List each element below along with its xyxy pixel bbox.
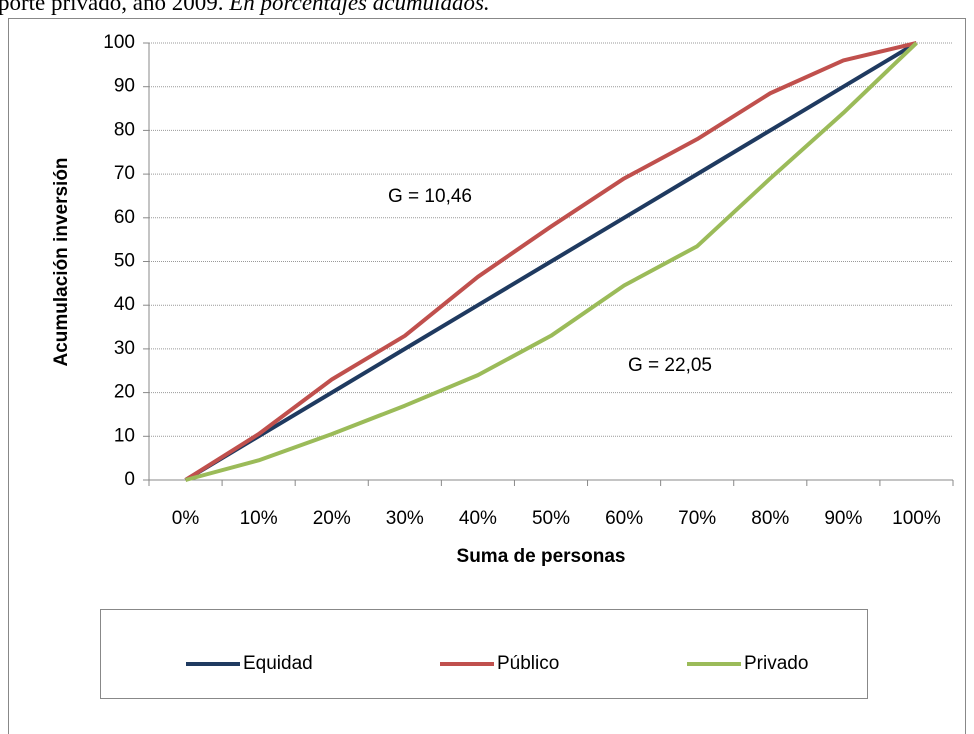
x-tick-label: 40% bbox=[459, 508, 497, 529]
legend-label: Privado bbox=[744, 653, 808, 674]
annotation: G = 22,05 bbox=[628, 355, 712, 376]
legend-label: Equidad bbox=[243, 653, 313, 674]
y-tick-label: 100 bbox=[103, 32, 135, 53]
x-tick-label: 100% bbox=[892, 508, 941, 529]
series-line bbox=[184, 41, 918, 482]
legend-label: Público bbox=[497, 653, 559, 674]
x-tick-label: 10% bbox=[240, 508, 278, 529]
x-tick-label: 70% bbox=[678, 508, 716, 529]
y-tick-label: 70 bbox=[114, 163, 135, 184]
series-line bbox=[184, 41, 917, 482]
x-tick-label: 60% bbox=[605, 508, 643, 529]
x-tick-label: 30% bbox=[386, 508, 424, 529]
y-tick-label: 60 bbox=[114, 207, 135, 228]
legend-box bbox=[100, 609, 868, 699]
x-axis-label: Suma de personas bbox=[457, 546, 626, 567]
y-tick-label: 40 bbox=[114, 294, 135, 315]
chart-border bbox=[8, 18, 966, 734]
chart-subtitle: En porcentajes acumulados. bbox=[228, 0, 489, 15]
y-tick-label: 30 bbox=[114, 338, 135, 359]
y-tick-label: 50 bbox=[114, 251, 135, 272]
annotation: G = 10,46 bbox=[388, 186, 472, 207]
y-tick-label: 0 bbox=[124, 469, 135, 490]
chart-title: porte privado, año 2009. bbox=[0, 0, 223, 15]
x-tick-label: 80% bbox=[751, 508, 789, 529]
series-line bbox=[185, 41, 918, 482]
chart-title-text: porte privado, año 2009. En porcentajes … bbox=[0, 0, 490, 15]
y-tick-label: 10 bbox=[114, 425, 135, 446]
x-tick-label: 50% bbox=[532, 508, 570, 529]
x-tick-label: 90% bbox=[824, 508, 862, 529]
y-axis-label: Acumulación inversión bbox=[51, 157, 72, 366]
y-tick-label: 80 bbox=[114, 119, 135, 140]
x-tick-label: 0% bbox=[172, 508, 200, 529]
y-tick-label: 20 bbox=[114, 382, 135, 403]
y-tick-label: 90 bbox=[114, 76, 135, 97]
x-tick-label: 20% bbox=[313, 508, 351, 529]
